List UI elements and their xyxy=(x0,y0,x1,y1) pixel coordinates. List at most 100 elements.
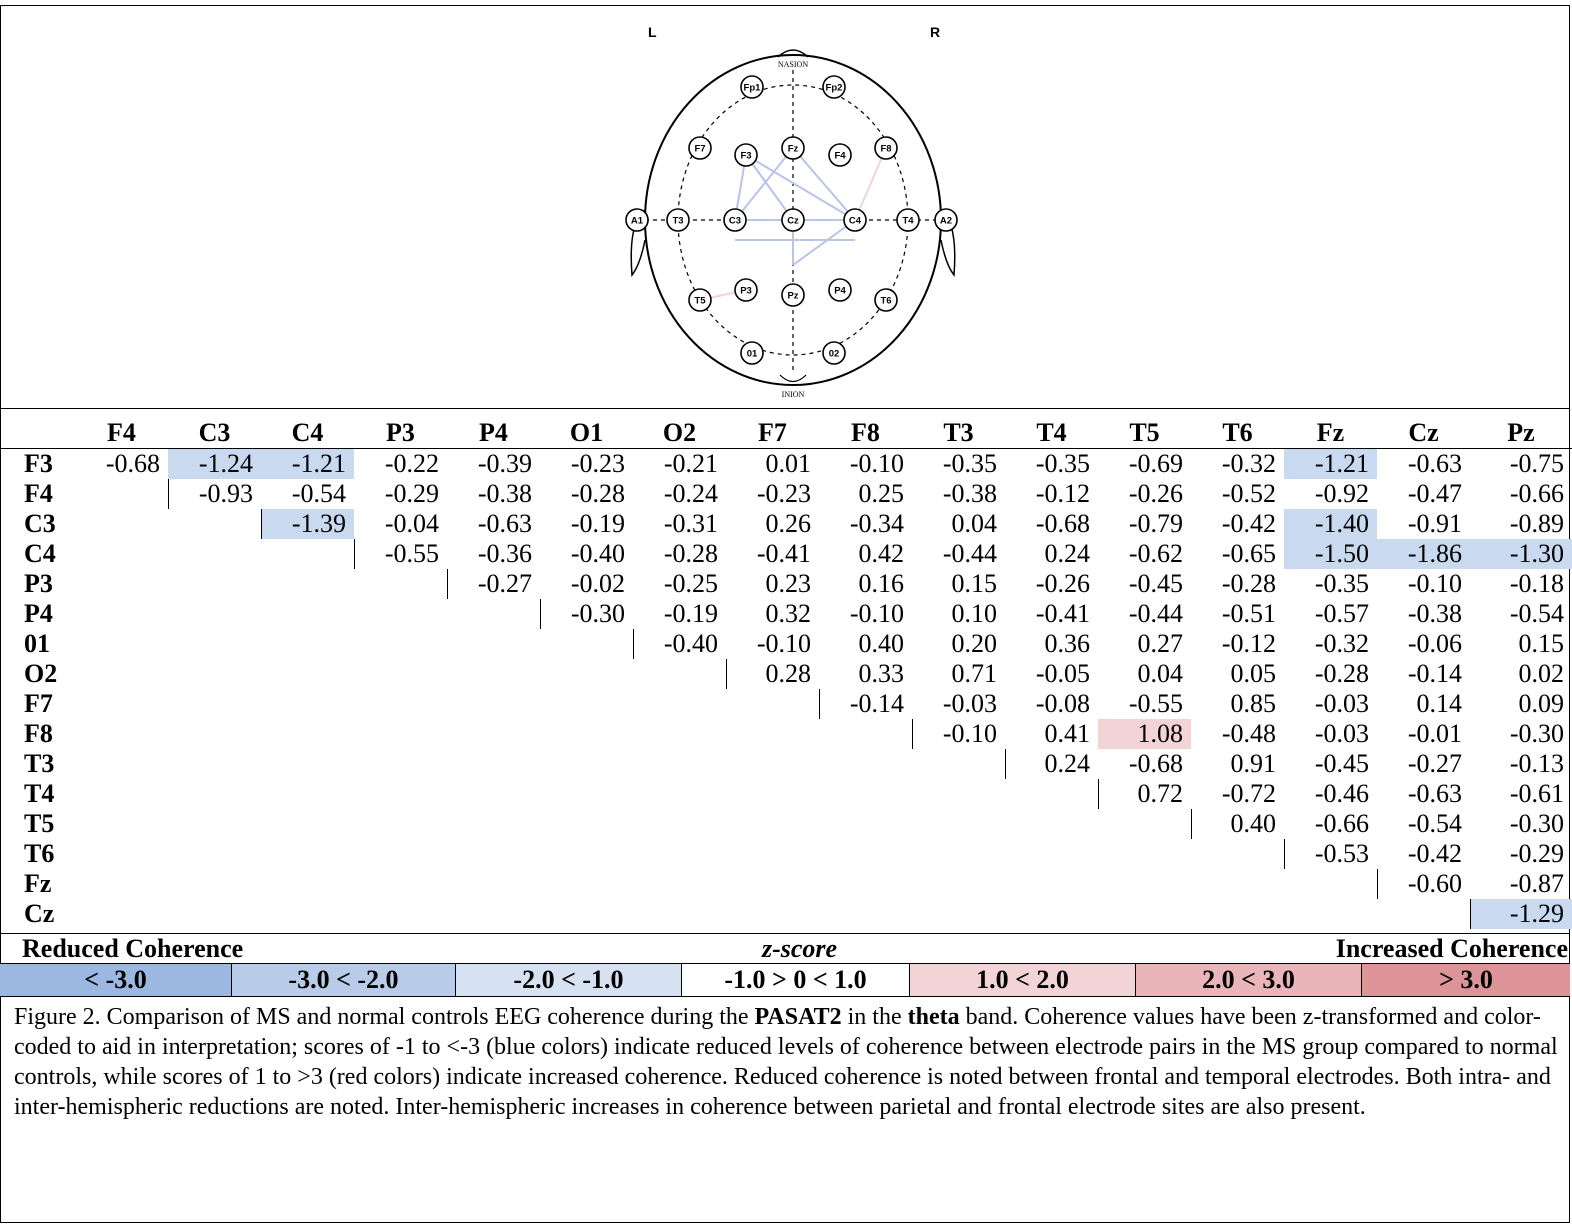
matrix-empty-cell xyxy=(354,899,447,929)
matrix-empty-cell xyxy=(447,689,540,719)
matrix-empty-cell xyxy=(354,869,447,899)
matrix-cell: -1.21 xyxy=(1284,448,1377,479)
electrode-p3: P3 xyxy=(734,278,758,302)
svg-text:C4: C4 xyxy=(849,216,862,227)
matrix-empty-cell xyxy=(261,689,354,719)
matrix-empty-cell xyxy=(261,779,354,809)
matrix-cell: -0.57 xyxy=(1314,599,1369,628)
matrix-cell: -0.26 xyxy=(1035,569,1090,598)
matrix-empty-cell xyxy=(354,659,447,689)
matrix-cell: -0.44 xyxy=(942,539,997,568)
matrix-cell: 0.10 xyxy=(951,599,998,628)
svg-text:T6: T6 xyxy=(880,296,891,307)
matrix-empty-cell xyxy=(168,809,261,839)
electrode-fp2: Fp2 xyxy=(822,75,846,99)
head-diagram-panel: L R NASION INION Fp1 F xyxy=(0,5,1570,409)
matrix-empty-cell xyxy=(75,539,168,569)
column-header-t5: T5 xyxy=(1129,418,1160,447)
matrix-empty-cell xyxy=(1191,839,1284,869)
matrix-cell: -0.31 xyxy=(663,509,718,538)
matrix-cell: 0.05 xyxy=(1230,659,1277,688)
matrix-empty-cell xyxy=(354,749,447,779)
z-score-label: z-score xyxy=(762,934,838,963)
matrix-cell: -0.25 xyxy=(663,569,718,598)
increased-coherence-label: Increased Coherence xyxy=(1335,934,1568,963)
matrix-empty-cell xyxy=(354,809,447,839)
column-header-fz: Fz xyxy=(1316,418,1345,447)
matrix-empty-cell xyxy=(819,779,912,809)
matrix-cell: -0.10 xyxy=(849,449,904,478)
matrix-cell: -0.12 xyxy=(1221,629,1276,658)
matrix-empty-cell xyxy=(75,779,168,809)
matrix-empty-cell xyxy=(354,689,447,719)
matrix-body: F3 -0.68 -1.24 -1.21 -0.22 -0.39 -0.23 -0.21 0.0… xyxy=(0,448,1572,929)
column-header-row: F4 C3 C4 P3 P4 O1 O2 F7 F8 T3 T4 T5 T6 Fz Cz Pz xyxy=(0,418,1572,449)
matrix-cell: -1.30 xyxy=(1470,539,1572,569)
matrix-cell: -0.62 xyxy=(1128,539,1183,568)
matrix-cell: -1.39 xyxy=(260,509,354,539)
matrix-empty-cell xyxy=(168,689,261,719)
matrix-cell: -0.02 xyxy=(570,569,625,598)
matrix-cell: -0.06 xyxy=(1407,629,1462,658)
matrix-cell: -0.10 xyxy=(1407,569,1462,598)
matrix-cell: -0.61 xyxy=(1509,779,1564,808)
column-header-o1: O1 xyxy=(569,418,604,447)
figure-caption: Figure 2. Comparison of MS and normal co… xyxy=(14,1002,1559,1122)
matrix-empty-cell xyxy=(540,779,633,809)
matrix-empty-cell xyxy=(1005,839,1098,869)
matrix-cell: -0.66 xyxy=(1509,479,1564,508)
matrix-cell: -0.46 xyxy=(1314,779,1369,808)
column-header-o2: O2 xyxy=(662,418,697,447)
matrix-empty-cell xyxy=(354,569,447,599)
electrode-c3: C3 xyxy=(723,208,747,232)
matrix-cell: -0.91 xyxy=(1407,509,1462,538)
matrix-cell: -0.75 xyxy=(1509,449,1564,478)
matrix-cell: -0.04 xyxy=(384,509,439,538)
matrix-cell: 0.25 xyxy=(858,479,905,508)
matrix-cell: -0.63 xyxy=(1407,779,1462,808)
row-header: F7 xyxy=(24,689,53,718)
matrix-row-f8: F8 -0.10 0.41 1.08 -0.48 -0.03 -0.01 -0.30 xyxy=(0,719,1572,749)
matrix-cell: -0.24 xyxy=(663,479,718,508)
matrix-row-t4: T4 0.72 -0.72 -0.46 -0.63 -0.61 xyxy=(0,779,1572,809)
matrix-empty-cell xyxy=(354,719,447,749)
matrix-cell: -0.40 xyxy=(632,629,726,659)
matrix-cell: -0.18 xyxy=(1509,569,1564,598)
matrix-empty-cell xyxy=(75,569,168,599)
legend-bin: < -3.0 xyxy=(0,964,232,996)
matrix-cell: 0.02 xyxy=(1518,659,1565,688)
row-header: F8 xyxy=(24,719,53,748)
column-header-p4: P4 xyxy=(479,418,508,447)
matrix-cell: -0.03 xyxy=(942,689,997,718)
matrix-cell: -0.10 xyxy=(849,599,904,628)
matrix-cell: 0.36 xyxy=(1044,629,1091,658)
matrix-row-t6: T6 -0.53 -0.42 -0.29 xyxy=(0,839,1572,869)
matrix-empty-cell xyxy=(75,599,168,629)
legend-bin: -1.0 > 0 < 1.0 xyxy=(682,964,910,996)
matrix-empty-cell xyxy=(261,599,354,629)
matrix-empty-cell xyxy=(726,719,819,749)
matrix-empty-cell xyxy=(261,659,354,689)
matrix-cell: -0.40 xyxy=(570,539,625,568)
head-diagram: L R NASION INION Fp1 F xyxy=(625,24,958,399)
matrix-empty-cell xyxy=(912,809,1005,839)
matrix-empty-cell xyxy=(75,479,168,509)
matrix-empty-cell xyxy=(819,809,912,839)
matrix-cell: -0.55 xyxy=(353,539,447,569)
matrix-empty-cell xyxy=(1191,869,1284,899)
electrode-t5: T5 xyxy=(688,288,712,312)
matrix-cell: 0.40 xyxy=(858,629,905,658)
legend-bin: -3.0 < -2.0 xyxy=(232,964,456,996)
row-header: P3 xyxy=(24,569,53,598)
right-hemisphere-label: R xyxy=(930,24,940,40)
svg-text:01: 01 xyxy=(747,349,758,360)
matrix-cell: -0.21 xyxy=(663,449,718,478)
row-header: O2 xyxy=(24,659,58,688)
matrix-cell: -0.54 xyxy=(291,479,346,508)
matrix-empty-cell xyxy=(726,839,819,869)
matrix-empty-cell xyxy=(168,509,261,539)
matrix-empty-cell xyxy=(168,899,261,929)
matrix-cell: -0.03 xyxy=(1314,719,1369,748)
matrix-cell: -1.50 xyxy=(1284,539,1377,569)
matrix-cell: -0.29 xyxy=(384,479,439,508)
